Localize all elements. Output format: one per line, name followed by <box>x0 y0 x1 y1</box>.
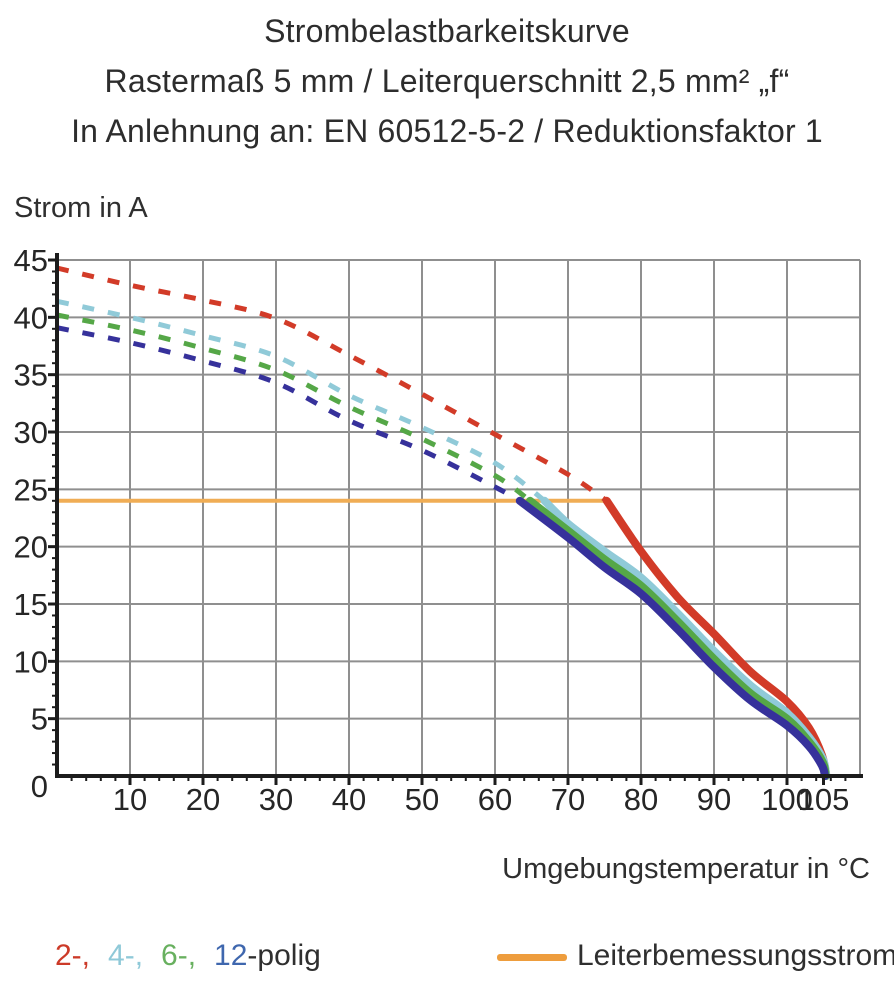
x-tick-label: 100 <box>761 782 813 817</box>
axis-ticks <box>48 258 847 785</box>
chart-header: Strombelastbarkeitskurve Rastermaß 5 mm … <box>0 6 894 156</box>
x-tick-label: 30 <box>259 782 293 817</box>
y-tick-label: 30 <box>14 415 48 450</box>
x-tick-label: 80 <box>624 782 658 817</box>
chart-title-line3: In Anlehnung an: EN 60512-5-2 / Reduktio… <box>71 113 823 149</box>
x-tick-label: 10 <box>113 782 147 817</box>
x-tick-label: 20 <box>186 782 220 817</box>
y-axis-title: Strom in A <box>14 192 148 224</box>
x-axis-title: Umgebungstemperatur in °C <box>502 853 870 885</box>
chart-title-line2: Rastermaß 5 mm / Leiterquerschnitt 2,5 m… <box>104 63 790 99</box>
y-tick-label: 5 <box>31 702 48 737</box>
x-tick-label: 90 <box>697 782 731 817</box>
y-tick-label: 0 <box>31 769 48 804</box>
x-tick-label: 70 <box>551 782 585 817</box>
legend-poles: 2-, 4-, 6-, 12-polig <box>55 939 321 973</box>
axes <box>55 253 863 778</box>
x-tick-label: 105 <box>798 782 850 817</box>
curve-4-polig <box>56 298 831 780</box>
rated-current-label: Leiterbemessungsstrom <box>577 939 894 972</box>
y-tick-label: 15 <box>14 587 48 622</box>
x-tick-label: 60 <box>478 782 512 817</box>
rated-current-line-swatch <box>497 954 567 961</box>
curve-6-polig <box>56 312 830 780</box>
legend-item-12-number: 12 <box>214 939 248 972</box>
chart-title-line1: Strombelastbarkeitskurve <box>264 13 630 49</box>
y-tick-label: 35 <box>14 358 48 393</box>
y-tick-label: 10 <box>14 644 48 679</box>
legend-item-6-polig: 6-, <box>161 939 197 972</box>
legend-item-12-polig: 12-polig <box>214 939 321 973</box>
curve-2-polig <box>56 265 831 780</box>
y-tick-label: 45 <box>14 243 48 278</box>
legend-polig-suffix: -polig <box>247 939 321 972</box>
x-tick-label: 40 <box>332 782 366 817</box>
y-tick-label: 40 <box>14 300 48 335</box>
gridlines <box>57 259 861 776</box>
curve-12-polig <box>56 325 829 780</box>
y-tick-label: 25 <box>14 472 48 507</box>
y-tick-label: 20 <box>14 530 48 565</box>
legend-item-4-polig: 4-, <box>108 939 144 972</box>
legend-item-2-polig: 2-, <box>55 939 91 972</box>
x-tick-label: 50 <box>405 782 439 817</box>
